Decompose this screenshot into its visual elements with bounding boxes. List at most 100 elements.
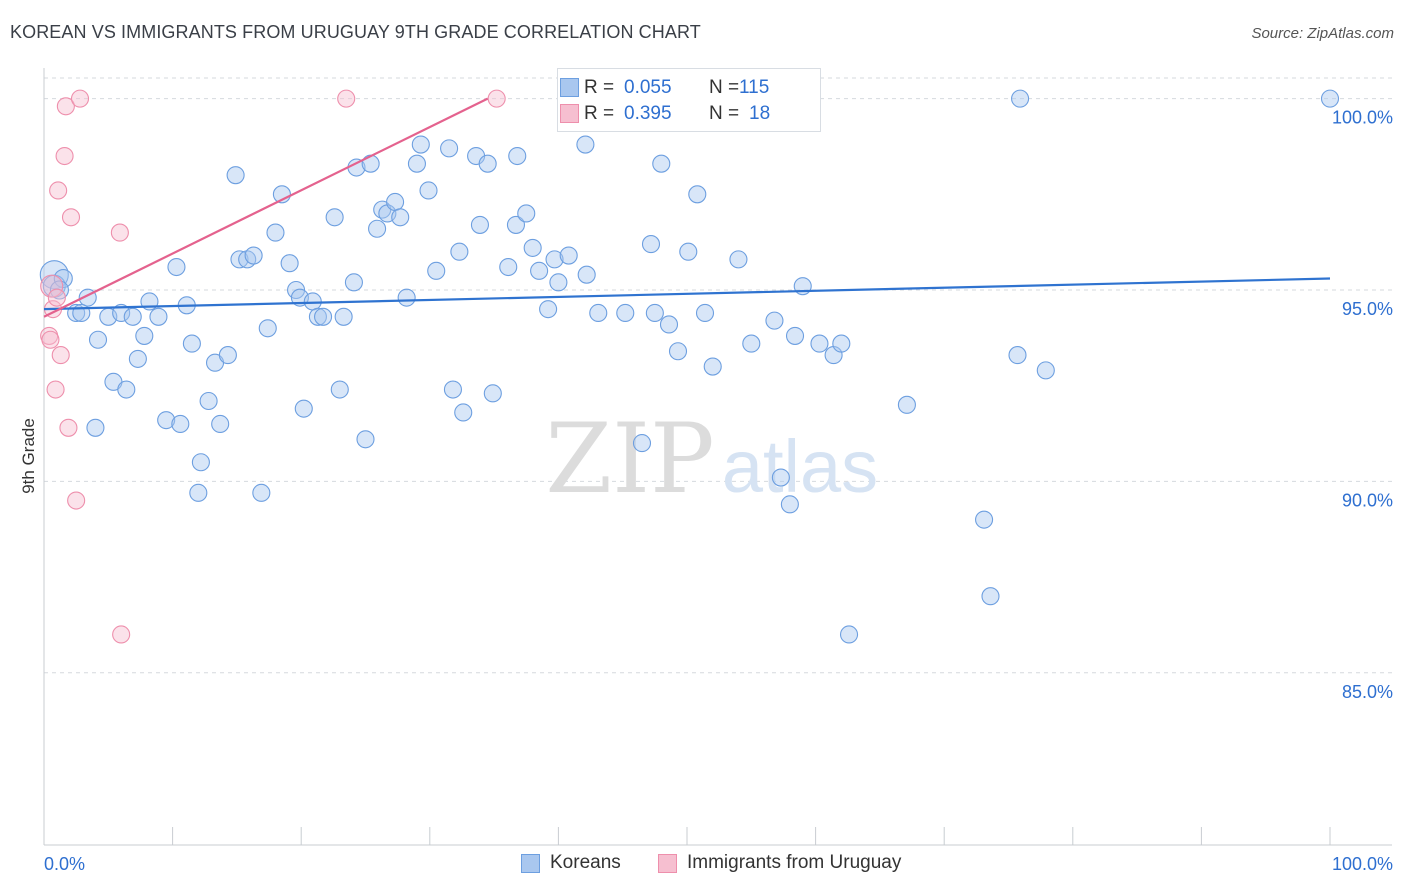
korean-point xyxy=(386,192,405,212)
y-tick-label: 90.0% xyxy=(1342,490,1393,510)
uruguay-point xyxy=(110,223,129,242)
korean-point xyxy=(539,300,558,319)
korean-point xyxy=(258,319,277,338)
korean-point xyxy=(1036,361,1055,380)
korean-point xyxy=(641,235,661,254)
legend-r-value: 0.395 xyxy=(624,103,672,124)
uruguay-swatch xyxy=(560,104,579,123)
korean-point xyxy=(450,242,469,261)
y-tick-label: 95.0% xyxy=(1342,299,1393,319)
korean-point xyxy=(780,495,799,514)
uruguay-point xyxy=(41,330,60,349)
korean-point xyxy=(659,315,679,334)
korean-point xyxy=(407,154,426,173)
y-axis-label: 9th Grade xyxy=(19,418,38,494)
legend-row-uruguay: R = 0.395 N = 18 xyxy=(560,102,834,126)
korean-point xyxy=(427,261,446,280)
legend-item-koreans[interactable]: Koreans xyxy=(521,852,621,874)
korean-point xyxy=(523,238,542,257)
korean-point xyxy=(645,303,664,323)
uruguay-point xyxy=(70,89,90,108)
korean-point xyxy=(167,257,186,277)
korean-point xyxy=(559,246,578,265)
legend-n-label: N = xyxy=(709,103,740,124)
korean-point xyxy=(191,453,210,472)
uruguay-trend-line xyxy=(43,97,489,318)
korean-point xyxy=(897,395,916,414)
source-label: Source: ZipAtlas.com xyxy=(1251,25,1394,42)
legend-n-label: N = xyxy=(709,77,740,98)
korean-point xyxy=(589,303,608,323)
korean-point xyxy=(314,307,333,326)
koreans-legend-label: Koreans xyxy=(550,852,621,873)
korean-point xyxy=(123,307,142,326)
korean-point xyxy=(199,391,218,411)
uruguay-point xyxy=(46,380,65,399)
korean-point xyxy=(149,307,168,326)
korean-point xyxy=(189,483,208,502)
korean-point xyxy=(252,483,271,502)
legend-item-uruguay[interactable]: Immigrants from Uruguay xyxy=(658,852,901,874)
korean-point xyxy=(832,334,851,353)
korean-point xyxy=(668,342,688,361)
watermark-zip: ZIP xyxy=(545,403,714,515)
korean-point xyxy=(325,208,344,227)
x-tick-label: 100.0% xyxy=(1332,854,1393,874)
korean-point xyxy=(135,326,154,345)
korean-point xyxy=(1008,346,1027,365)
koreans-legend-swatch xyxy=(521,853,540,873)
korean-point xyxy=(785,326,805,345)
korean-point xyxy=(157,411,176,430)
korean-point xyxy=(226,166,245,185)
korean-point xyxy=(729,250,748,269)
korean-point xyxy=(1011,89,1030,108)
korean-point xyxy=(454,403,473,422)
watermark-atlas: atlas xyxy=(722,425,878,508)
korean-trend-line xyxy=(43,277,1331,311)
uruguay-point xyxy=(51,346,70,365)
korean-point xyxy=(308,307,327,326)
korean-point xyxy=(765,311,784,330)
korean-point xyxy=(981,587,1000,606)
korean-point xyxy=(703,357,722,376)
korean-point xyxy=(419,181,438,200)
korean-point xyxy=(112,303,131,323)
korean-point xyxy=(411,135,430,154)
korean-point xyxy=(244,246,263,265)
korean-point xyxy=(839,625,859,644)
korean-point xyxy=(975,510,994,529)
series-legend: Koreans Immigrants from Uruguay xyxy=(0,852,1406,878)
korean-point xyxy=(742,334,761,353)
legend-r-label: R = xyxy=(584,103,615,124)
korean-point xyxy=(334,307,353,326)
uruguay-point xyxy=(61,208,81,227)
korean-point xyxy=(443,380,462,399)
legend-r-label: R = xyxy=(584,77,615,98)
legend-r-value: 0.055 xyxy=(624,77,672,98)
korean-point xyxy=(771,468,790,487)
korean-point xyxy=(294,399,313,418)
korean-point xyxy=(391,208,410,227)
uruguay-point xyxy=(55,146,74,166)
korean-point xyxy=(695,303,715,323)
korean-point xyxy=(171,414,190,434)
korean-point xyxy=(88,330,108,349)
korean-point xyxy=(356,430,375,449)
korean-point xyxy=(266,223,285,242)
korean-point xyxy=(652,154,671,173)
stats-legend: R = 0.055 N = 115 R = 0.395 N = 18 xyxy=(557,68,821,132)
korean-point xyxy=(632,434,652,453)
korean-point xyxy=(440,139,459,158)
korean-point xyxy=(368,219,387,238)
uruguay-point xyxy=(40,274,64,298)
korean-point xyxy=(483,384,502,403)
uruguay-point xyxy=(56,97,75,116)
korean-point xyxy=(218,346,237,365)
korean-point xyxy=(616,303,635,323)
korean-point xyxy=(679,242,698,261)
korean-point xyxy=(361,154,380,173)
korean-point xyxy=(128,349,147,368)
korean-point xyxy=(508,146,527,166)
korean-point xyxy=(688,185,707,204)
